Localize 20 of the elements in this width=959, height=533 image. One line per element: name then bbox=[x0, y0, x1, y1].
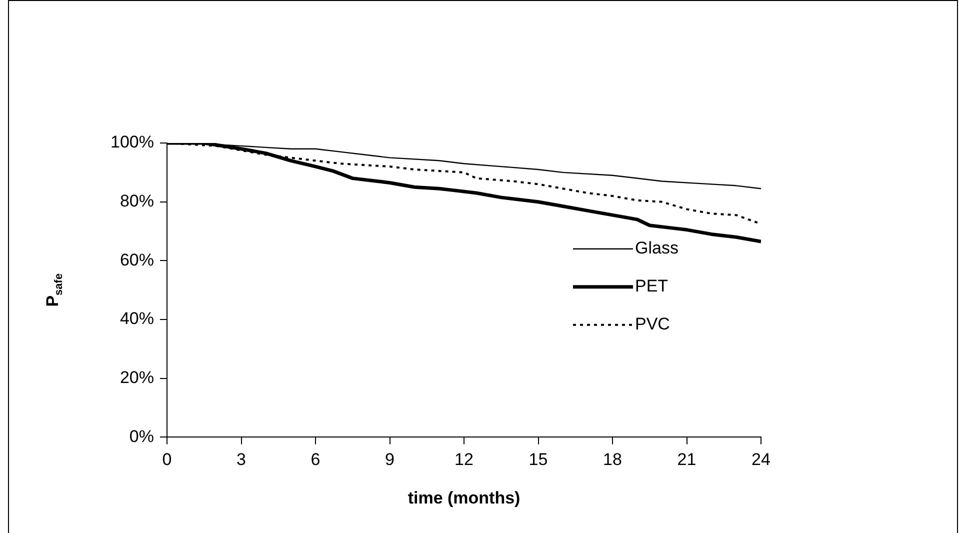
y-tick-label: 80% bbox=[120, 192, 154, 211]
y-tick-label: 0% bbox=[129, 426, 154, 446]
legend-label: PVC bbox=[635, 314, 670, 334]
x-tick-label: 15 bbox=[528, 450, 548, 470]
legend-label: Glass bbox=[635, 238, 678, 258]
x-tick-label: 0 bbox=[162, 450, 172, 470]
y-tick-label: 60% bbox=[120, 250, 154, 270]
x-tick-label: 12 bbox=[454, 450, 474, 470]
x-tick-label: 6 bbox=[310, 450, 320, 470]
y-tick-label: 40% bbox=[120, 309, 154, 328]
x-tick-label: 3 bbox=[236, 450, 246, 470]
legend-label: PET bbox=[635, 276, 668, 296]
y-axis-title: Psafe bbox=[43, 273, 65, 307]
x-axis-title: time (months) bbox=[408, 488, 520, 508]
y-tick-label: 20% bbox=[120, 368, 154, 388]
x-tick-label: 21 bbox=[677, 450, 696, 470]
y-tick-label: 100% bbox=[110, 132, 154, 152]
x-tick-label: 18 bbox=[603, 450, 622, 470]
x-tick-label: 9 bbox=[385, 450, 394, 470]
x-tick-label: 24 bbox=[752, 450, 770, 470]
